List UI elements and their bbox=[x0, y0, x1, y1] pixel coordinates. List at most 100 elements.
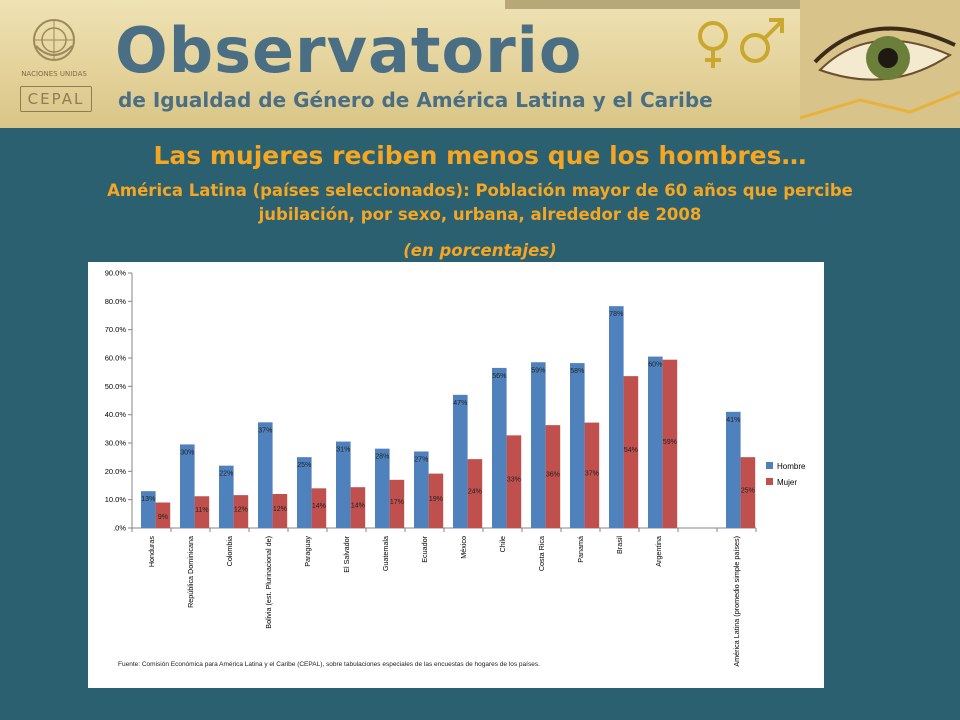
category-label: Brasil bbox=[615, 536, 624, 554]
bar-hombre bbox=[258, 422, 273, 528]
slide-headline: Las mujeres reciben menos que los hombre… bbox=[153, 141, 807, 170]
bar-hombre bbox=[648, 356, 663, 528]
y-tick-label: 10.0% bbox=[105, 495, 127, 504]
un-emblem-icon bbox=[33, 19, 75, 61]
top-link-strip bbox=[505, 0, 960, 9]
observatorio-title: Observatorio bbox=[115, 14, 583, 87]
data-label-mujer: 33% bbox=[507, 477, 521, 484]
gender-symbols-icon bbox=[698, 18, 784, 68]
un-logo-text: NACIONES UNIDAS bbox=[21, 70, 87, 78]
data-label-mujer: 11% bbox=[195, 507, 209, 514]
data-label-mujer: 12% bbox=[234, 507, 248, 514]
category-label: Guatemala bbox=[381, 536, 390, 571]
bar-mujer bbox=[272, 494, 288, 528]
y-tick-label: .0% bbox=[113, 524, 126, 533]
category-label: América Latina (promedio simple países) bbox=[732, 536, 741, 667]
chart-subtitle: América Latina (países seleccionados): P… bbox=[107, 181, 853, 224]
bar-hombre bbox=[492, 367, 507, 528]
category-label: Paraguay bbox=[303, 536, 312, 567]
data-label-mujer: 14% bbox=[312, 503, 326, 510]
category-label: Panamá bbox=[576, 536, 585, 563]
eye-icon bbox=[800, 0, 960, 128]
y-tick-label: 60.0% bbox=[105, 354, 127, 363]
data-label-hombre: 59% bbox=[531, 367, 545, 374]
category-label: Honduras bbox=[147, 536, 156, 568]
legend-label-hombre: Hombre bbox=[777, 462, 806, 471]
data-label-hombre: 41% bbox=[726, 417, 740, 424]
bar-chart: .0% 10.0% 20.0% 30.0% 40.0% 50.0% 60.0% 70.0% 80… bbox=[105, 269, 806, 667]
data-label-hombre: 58% bbox=[570, 368, 584, 375]
data-label-mujer: 25% bbox=[741, 488, 755, 495]
data-label-hombre: 56% bbox=[492, 373, 506, 380]
data-label-hombre: 78% bbox=[609, 311, 623, 318]
bar-hombre bbox=[297, 457, 312, 528]
y-tick-label: 80.0% bbox=[105, 297, 127, 306]
y-tick-label: 70.0% bbox=[105, 325, 127, 334]
data-label-mujer: 12% bbox=[273, 506, 287, 513]
category-label: Bolivia (est. Plurinacional de) bbox=[264, 536, 273, 629]
bar-mujer bbox=[350, 487, 366, 528]
data-label-hombre: 31% bbox=[336, 447, 350, 454]
bar-mujer bbox=[311, 488, 327, 528]
bar-hombre bbox=[726, 411, 741, 528]
bar-hombre bbox=[141, 491, 156, 528]
data-label-mujer: 54% bbox=[624, 447, 638, 454]
bar-mujer bbox=[545, 425, 561, 528]
category-label: Ecuador bbox=[420, 535, 429, 562]
legend-swatch-hombre bbox=[766, 462, 773, 469]
cepal-logo: NACIONES UNIDAS CEPAL bbox=[6, 10, 102, 116]
bar-mujer bbox=[740, 457, 756, 528]
bar-hombre bbox=[414, 451, 429, 528]
bar-hombre bbox=[609, 306, 624, 528]
y-tick-label: 50.0% bbox=[105, 382, 127, 391]
data-label-hombre: 25% bbox=[297, 462, 311, 469]
bar-mujer bbox=[194, 496, 210, 528]
bar-hombre bbox=[180, 444, 195, 528]
bar-hombre bbox=[336, 441, 351, 528]
bar-mujer bbox=[662, 359, 678, 528]
y-tick-label: 30.0% bbox=[105, 439, 127, 448]
data-label-hombre: 28% bbox=[375, 454, 389, 461]
bar-mujer bbox=[155, 502, 171, 528]
legend-label-mujer: Mujer bbox=[777, 478, 797, 487]
data-label-hombre: 37% bbox=[258, 427, 272, 434]
data-label-mujer: 24% bbox=[468, 489, 482, 496]
chart-unit: (en porcentajes) bbox=[403, 241, 557, 260]
bar-mujer bbox=[428, 473, 444, 528]
bar-mujer bbox=[506, 435, 522, 528]
header-banner: NACIONES UNIDAS CEPAL Observatorio de Ig… bbox=[0, 0, 960, 128]
data-label-mujer: 59% bbox=[663, 439, 677, 446]
category-label: República Dominicana bbox=[186, 536, 195, 608]
category-label: Chile bbox=[498, 536, 507, 552]
y-tick-label: 20.0% bbox=[105, 467, 127, 476]
bar-mujer bbox=[467, 459, 483, 528]
category-label: México bbox=[459, 536, 468, 559]
bar-mujer bbox=[584, 422, 600, 528]
data-label-mujer: 36% bbox=[546, 472, 560, 479]
data-label-mujer: 37% bbox=[585, 470, 599, 477]
bar-hombre bbox=[453, 394, 468, 528]
data-label-hombre: 60% bbox=[648, 362, 662, 369]
category-label: El Salvador bbox=[342, 535, 351, 572]
y-tick-label: 90.0% bbox=[105, 269, 127, 278]
bar-hombre bbox=[570, 363, 585, 528]
bar-hombre bbox=[531, 362, 546, 528]
category-label: Costa Rica bbox=[537, 536, 546, 571]
observatorio-subtitle: de Igualdad de Género de América Latina … bbox=[118, 88, 713, 112]
bar-hombre bbox=[219, 465, 234, 528]
data-label-mujer: 17% bbox=[390, 499, 404, 506]
chart-source-note: Fuente: Comisión Económica para América … bbox=[118, 661, 540, 668]
category-label: Colombia bbox=[225, 536, 234, 566]
data-label-mujer: 14% bbox=[351, 503, 365, 510]
data-label-hombre: 30% bbox=[180, 449, 194, 456]
data-label-hombre: 13% bbox=[141, 496, 155, 503]
bar-hombre bbox=[375, 448, 390, 528]
data-label-hombre: 47% bbox=[453, 400, 467, 407]
bar-mujer bbox=[389, 479, 405, 528]
chart-panel: .0% 10.0% 20.0% 30.0% 40.0% 50.0% 60.0% 70.0% 80… bbox=[88, 262, 824, 688]
bar-mujer bbox=[233, 495, 249, 528]
category-label: Argentina bbox=[654, 536, 663, 567]
cepal-logo-text: CEPAL bbox=[20, 86, 92, 112]
data-label-hombre: 27% bbox=[414, 457, 428, 464]
bar-mujer bbox=[623, 376, 639, 528]
